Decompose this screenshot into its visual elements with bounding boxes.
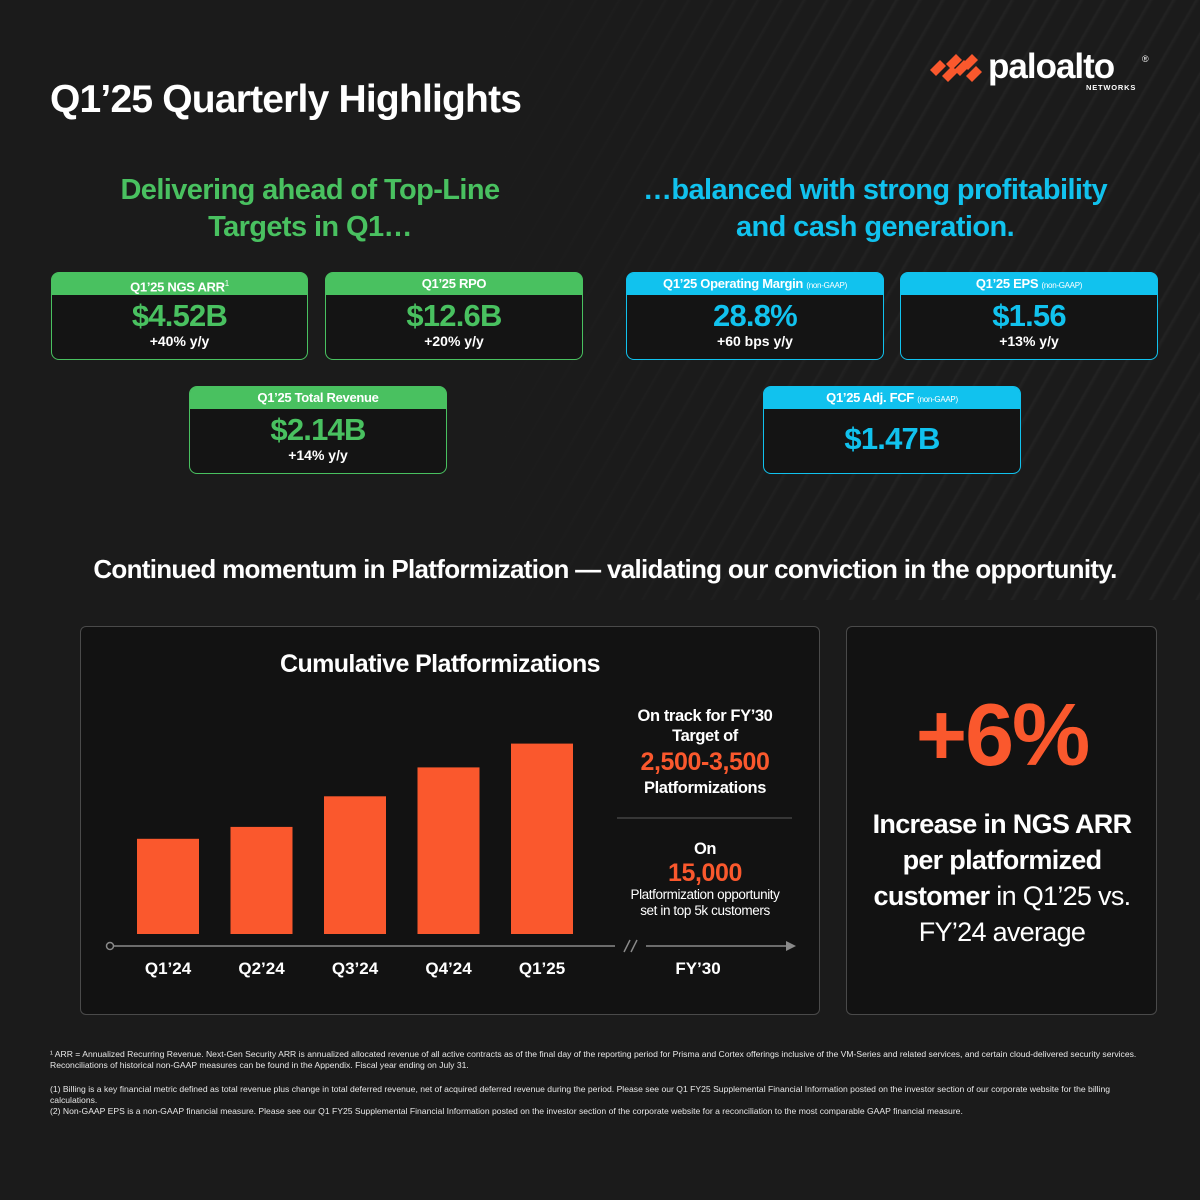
category-label-2: Q2’24	[238, 959, 285, 978]
axis-origin-dot	[105, 941, 115, 951]
ngs-arr-card: Q1’25 NGS ARR1 $4.52B +40% y/y	[51, 272, 308, 360]
eps-value: $1.56	[992, 298, 1066, 333]
platformization-subheading: Continued momentum in Platformization — …	[93, 554, 1117, 584]
palo-alto-logo-icon	[930, 54, 982, 82]
chart-axis	[105, 939, 796, 953]
rpo-value: $12.6B	[406, 298, 502, 333]
opportunity-line3: set in top 5k customers	[640, 903, 770, 918]
ngs-arr-label: Q1’25 NGS ARR1	[52, 273, 307, 295]
category-label-5: Q1’25	[519, 959, 565, 978]
page-title: Q1’25 Quarterly Highlights	[50, 78, 522, 121]
operating-margin-change: +60 bps y/y	[717, 333, 793, 349]
category-labels: Q1’24 Q2’24 Q3’24 Q4’24 Q1’25	[145, 959, 565, 978]
eps-change: +13% y/y	[999, 333, 1059, 349]
adj-fcf-label: Q1’25 Adj. FCF (non-GAAP)	[764, 387, 1020, 409]
increase-description: Increase in NGS ARR per platformized cus…	[872, 809, 1132, 947]
adj-fcf-value: $1.47B	[844, 421, 940, 456]
profitability-heading: …balanced with strong profitability and …	[643, 174, 1108, 243]
category-label-1: Q1’24	[145, 959, 192, 978]
bar-5	[511, 743, 573, 934]
ngs-arr-value: $4.52B	[131, 298, 228, 333]
fy30-target-note: On track for FY’30 Target of 2,500-3,500…	[612, 706, 798, 798]
rpo-label: Q1’25 RPO	[326, 273, 582, 295]
opportunity-note: On 15,000 Platformization opportunity se…	[607, 839, 803, 919]
operating-margin-value: 28.8%	[713, 298, 798, 333]
opportunity-line1: On	[693, 840, 717, 858]
bar-2	[230, 826, 293, 934]
footnotes: ¹ ARR = Annualized Recurring Revenue. Ne…	[50, 1049, 1156, 1117]
total-revenue-value: $2.14B	[270, 412, 366, 447]
eps-card: Q1’25 EPS (non-GAAP) $1.56 +13% y/y	[900, 272, 1158, 360]
top-line-heading: Delivering ahead of Top-Line Targets in …	[120, 174, 500, 243]
eps-label: Q1’25 EPS (non-GAAP)	[901, 273, 1157, 295]
increase-panel	[846, 626, 1157, 1015]
operating-margin-card: Q1’25 Operating Margin (non-GAAP) 28.8% …	[626, 272, 884, 360]
footnote-eps: (2) Non-GAAP EPS is a non-GAAP financial…	[50, 1106, 963, 1116]
total-revenue-label: Q1’25 Total Revenue	[190, 387, 446, 409]
ngs-arr-change: +40% y/y	[149, 333, 210, 349]
brand-logo: paloalto ® NETWORKS	[930, 47, 1152, 94]
brand-subtitle: NETWORKS	[1086, 83, 1137, 92]
opportunity-line2: Platformization opportunity	[630, 887, 780, 902]
target-line3: Platformizations	[644, 779, 766, 797]
category-label-3: Q3’24	[332, 959, 379, 978]
total-revenue-card: Q1’25 Total Revenue $2.14B +14% y/y	[189, 386, 447, 474]
bar-group	[137, 743, 573, 934]
opportunity-value: 15,000	[667, 859, 743, 887]
target-line2: Target of	[672, 727, 738, 745]
rpo-change: +20% y/y	[424, 333, 484, 349]
operating-margin-label: Q1’25 Operating Margin (non-GAAP)	[627, 273, 883, 295]
increase-percent: +6%	[915, 685, 1091, 784]
bar-1	[137, 838, 199, 934]
category-label-4: Q4’24	[425, 959, 472, 978]
platformization-chart: Q1’24 Q2’24 Q3’24 Q4’24 Q1’25 FY’30	[105, 743, 796, 978]
total-revenue-change: +14% y/y	[288, 447, 348, 463]
category-label-fy30: FY’30	[675, 959, 720, 978]
brand-registered: ®	[1142, 54, 1149, 64]
axis-break-mark	[623, 939, 631, 953]
axis-arrow-icon	[786, 941, 796, 951]
footnote-arr: ¹ ARR = Annualized Recurring Revenue. Ne…	[50, 1049, 1137, 1070]
rpo-card: Q1’25 RPO $12.6B +20% y/y	[325, 272, 583, 360]
footnote-billing: (1) Billing is a key financial metric de…	[50, 1084, 1111, 1105]
chart-title: Cumulative Platformizations	[280, 650, 601, 678]
target-range: 2,500-3,500	[640, 748, 770, 776]
axis-break-mark	[630, 939, 638, 953]
target-line1: On track for FY’30	[637, 707, 773, 725]
bar-4	[417, 767, 480, 934]
bar-3	[324, 796, 386, 934]
brand-wordmark: paloalto	[988, 47, 1115, 86]
adj-fcf-card: Q1’25 Adj. FCF (non-GAAP) $1.47B	[763, 386, 1021, 474]
